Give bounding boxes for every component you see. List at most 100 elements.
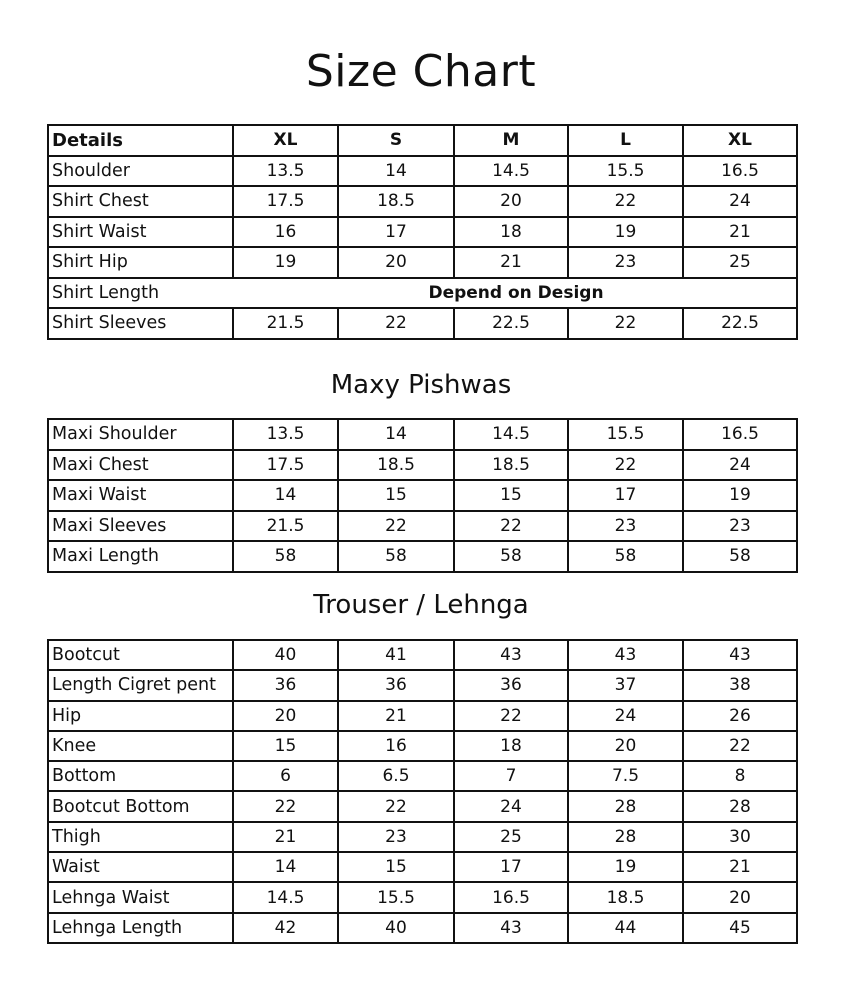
table-row: Lehnga Length 42 40 43 44 45 [47, 911, 798, 944]
header-row: Details XL S M L XL [47, 124, 798, 157]
table-row: Maxi Sleeves 21.5 22 22 23 23 [47, 509, 798, 542]
measurement-value: 15 [453, 479, 569, 512]
table-row: Thigh 21 23 25 28 30 [47, 820, 798, 854]
measurement-label: Length Cigret pent [47, 669, 234, 702]
measurement-value: 19 [232, 246, 339, 279]
measurement-value: 28 [567, 820, 684, 854]
measurement-value: 22 [453, 699, 569, 732]
measurement-value: 22 [337, 790, 455, 823]
measurement-value: 28 [567, 790, 684, 823]
measurement-value: 13.5 [232, 418, 339, 451]
measurement-value: 58 [232, 540, 339, 573]
size-column-header: L [567, 124, 684, 157]
measurement-value: 25 [453, 820, 569, 854]
measurement-value: 17 [567, 479, 684, 512]
trouser-lehnga-heading: Trouser / Lehnga [313, 590, 529, 620]
measurement-value: 20 [337, 246, 455, 279]
measurement-value: 38 [682, 669, 798, 702]
measurement-label: Bottom [47, 760, 234, 793]
size-column-header: M [453, 124, 569, 157]
table-row: Hip 20 21 22 24 26 [47, 699, 798, 732]
table-row: Bootcut Bottom 22 22 24 28 28 [47, 790, 798, 823]
table-row: Shirt Chest 17.5 18.5 20 22 24 [47, 185, 798, 218]
measurement-value: 58 [682, 540, 798, 573]
measurement-label: Hip [47, 699, 234, 732]
table-row: Maxi Length 58 58 58 58 58 [47, 540, 798, 573]
measurement-value: 58 [337, 540, 455, 573]
measurement-value: 43 [567, 638, 684, 672]
measurement-value: 15.5 [337, 881, 455, 914]
measurement-label: Maxi Waist [47, 479, 234, 512]
measurement-value: 40 [232, 638, 339, 672]
measurement-value: 43 [682, 638, 798, 672]
measurement-value: 22 [567, 448, 684, 481]
measurement-value: 6.5 [337, 760, 455, 793]
measurement-label: Thigh [47, 820, 234, 854]
table-row: Length Cigret pent 36 36 36 37 38 [47, 669, 798, 702]
measurement-label: Lehnga Waist [47, 881, 234, 914]
measurement-value: 18 [453, 215, 569, 248]
size-column-header: XL [682, 124, 798, 157]
measurement-value: 21 [232, 820, 339, 854]
table-row: Shirt Sleeves 21.5 22 22.5 22 22.5 [47, 307, 798, 340]
measurement-value: 17 [453, 851, 569, 884]
measurement-value: 21 [337, 699, 455, 732]
measurement-value: 21 [682, 851, 798, 884]
measurement-value: 24 [682, 185, 798, 218]
measurement-value: 17.5 [232, 448, 339, 481]
measurement-value: 14.5 [453, 418, 569, 451]
measurement-value: 15 [232, 729, 339, 763]
measurement-value: 42 [232, 911, 339, 944]
measurement-value: 41 [337, 638, 455, 672]
measurement-value: 24 [453, 790, 569, 823]
measurement-value: 7.5 [567, 760, 684, 793]
measurement-label: Lehnga Length [47, 911, 234, 944]
measurement-value: 20 [567, 729, 684, 763]
measurement-value: 24 [567, 699, 684, 732]
maxy-pishwas-size-table: Maxi Shoulder 13.5 14 14.5 15.5 16.5 Maxi Ches… [47, 418, 798, 573]
measurement-label: Knee [47, 729, 234, 763]
measurement-value: 22 [682, 729, 798, 763]
measurement-value: 43 [453, 638, 569, 672]
measurement-value: 18.5 [453, 448, 569, 481]
measurement-value: 16.5 [453, 881, 569, 914]
size-column-header: XL [232, 124, 339, 157]
measurement-label: Waist [47, 851, 234, 884]
measurement-value: 14 [232, 851, 339, 884]
measurement-value: 58 [567, 540, 684, 573]
measurement-value: 17 [337, 215, 455, 248]
measurement-label: Bootcut Bottom [47, 790, 234, 823]
measurement-value: 30 [682, 820, 798, 854]
maxy-pishwas-heading: Maxy Pishwas [330, 370, 512, 400]
measurement-value: 28 [682, 790, 798, 823]
measurement-value: 21 [682, 215, 798, 248]
measurement-value: 43 [453, 911, 569, 944]
measurement-value: 40 [337, 911, 455, 944]
measurement-value: 22 [232, 790, 339, 823]
measurement-label: Shirt Sleeves [47, 307, 234, 340]
measurement-value: 26 [682, 699, 798, 732]
measurement-value: 22.5 [682, 307, 798, 340]
table-row: Waist 14 15 17 19 21 [47, 851, 798, 884]
measurement-label: Maxi Shoulder [47, 418, 234, 451]
measurement-value: 19 [567, 215, 684, 248]
measurement-value: 6 [232, 760, 339, 793]
measurement-value: 22 [567, 307, 684, 340]
measurement-value: 58 [453, 540, 569, 573]
measurement-value: 14.5 [232, 881, 339, 914]
measurement-value: 23 [682, 509, 798, 542]
trouser-lehnga-size-table: Bootcut 40 41 43 43 43 Length Cigret pent 36 36 3… [47, 638, 798, 944]
measurement-value: 16.5 [682, 154, 798, 187]
measurement-value: 36 [232, 669, 339, 702]
measurement-value: 7 [453, 760, 569, 793]
measurement-value: 20 [453, 185, 569, 218]
measurement-label: Maxi Sleeves [47, 509, 234, 542]
measurement-value: 23 [567, 246, 684, 279]
measurement-value: 16.5 [682, 418, 798, 451]
measurement-value: 24 [682, 448, 798, 481]
measurement-label: Bootcut [47, 638, 234, 672]
measurement-value: 23 [567, 509, 684, 542]
measurement-value: 44 [567, 911, 684, 944]
table-row: Maxi Shoulder 13.5 14 14.5 15.5 16.5 [47, 418, 798, 451]
measurement-value: 25 [682, 246, 798, 279]
